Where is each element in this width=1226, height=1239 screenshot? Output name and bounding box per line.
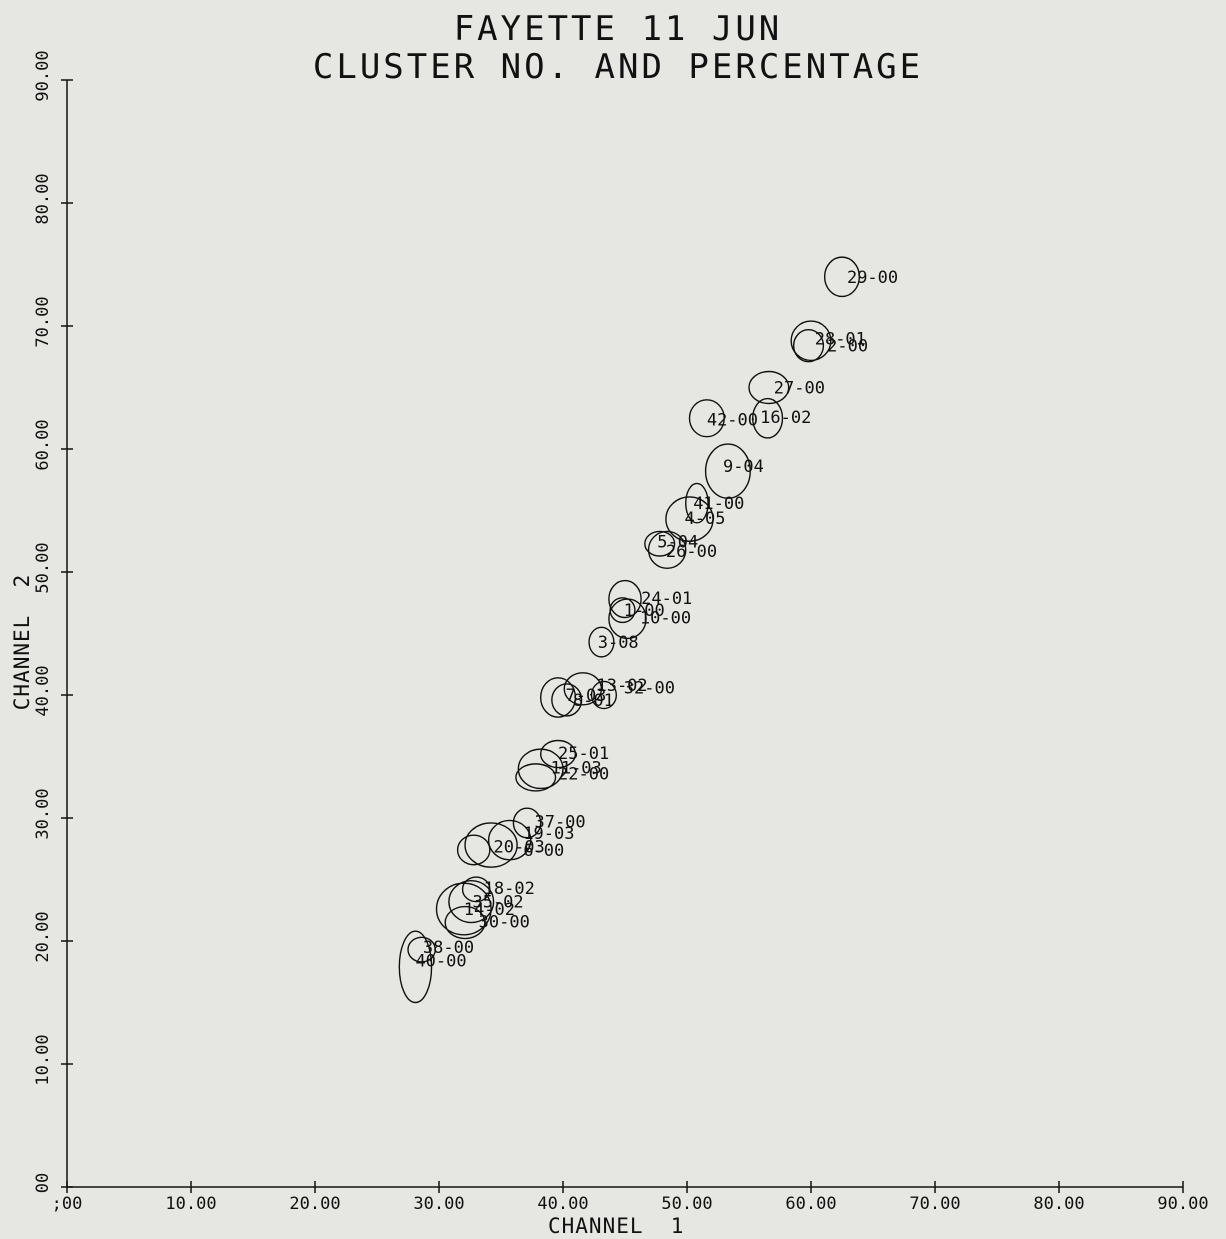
y-tick-label: 40.00	[33, 665, 53, 716]
cluster-ellipse-40-00	[398, 930, 433, 1004]
cluster-ellipse-26-00	[647, 530, 687, 570]
chart-subtitle: CLUSTER NO. AND PERCENTAGE	[312, 47, 924, 87]
cluster-label: 10-00	[640, 609, 691, 629]
cluster-ellipse-10-00	[608, 598, 647, 640]
cluster-label: 22-00	[558, 765, 609, 785]
cluster-ellipse-8-01	[551, 683, 583, 717]
cluster-label: 25-01	[558, 744, 609, 764]
cluster-ellipse-38-00	[407, 936, 436, 963]
y-tick-label: 30.00	[33, 788, 53, 839]
cluster-label: 24-01	[641, 589, 692, 609]
cluster-ellipse-3-08	[588, 626, 615, 658]
cluster-label: 30-00	[479, 912, 530, 932]
cluster-label: 2-00	[827, 337, 868, 357]
cluster-label: 40-00	[415, 952, 466, 972]
cluster-label: 13-02	[596, 676, 647, 696]
cluster-label: 1-00	[624, 601, 665, 621]
cluster-label: 42-00	[707, 410, 758, 430]
cluster-ellipse-9-04	[704, 443, 751, 499]
cluster-ellipse-42-00	[688, 399, 725, 438]
y-tick-label: 20.00	[33, 911, 53, 962]
cluster-label: 18-02	[484, 879, 535, 899]
cluster-ellipse-32-00	[590, 680, 618, 710]
cluster-ellipse-35-02	[448, 880, 495, 924]
cluster-ellipse-22-00	[515, 763, 557, 792]
y-axis-label: CHANNEL 2	[10, 573, 34, 711]
cluster-label: 19-03	[523, 824, 574, 844]
cluster-label: 11-03	[551, 759, 602, 779]
cluster-ellipses	[398, 256, 861, 1004]
y-tick-label: 80.00	[33, 173, 53, 224]
y-tick-label: 70.00	[33, 296, 53, 347]
y-tick-label: 10.00	[33, 1034, 53, 1085]
cluster-label: 41-00	[693, 494, 744, 514]
cluster-label: 9-04	[723, 457, 764, 477]
cluster-label: 38-00	[423, 938, 474, 958]
x-tick-label: 60.00	[785, 1194, 836, 1214]
x-tick-label: 70.00	[909, 1194, 960, 1214]
cluster-ellipse-5-04	[644, 530, 676, 557]
x-tick-label: 90.00	[1157, 1194, 1208, 1214]
cluster-ellipse-2-00	[792, 328, 825, 363]
cluster-ellipse-41-00	[685, 482, 709, 524]
cluster-ellipse-20-03	[464, 822, 518, 868]
axes: ;00 10.00 20.00 30.00 40.00 50.00 60.00 70.00 80…	[33, 50, 1209, 1214]
cluster-label: 8-01	[573, 691, 614, 711]
cluster-label: 5-04	[657, 532, 698, 552]
x-tick-label: ;00	[52, 1194, 83, 1214]
cluster-label: 29-00	[847, 268, 898, 288]
x-tick-label: 50.00	[661, 1194, 712, 1214]
x-tick-label: 20.00	[289, 1194, 340, 1214]
cluster-ellipse-37-00	[512, 807, 542, 839]
cluster-label: 35-02	[472, 893, 523, 913]
cluster-ellipse-11-03	[517, 748, 564, 790]
cluster-ellipse-30-00	[444, 905, 486, 940]
cluster-label: 20-03	[494, 837, 545, 857]
x-tick-label: 10.00	[165, 1194, 216, 1214]
cluster-labels: 29-00 28-012-00 27-00 42-00 16-02 9-04 41-004-…	[415, 268, 898, 972]
cluster-label: 26-00	[666, 542, 717, 562]
cluster-ellipse-6-00	[456, 834, 491, 866]
y-tick-label: 00	[33, 1173, 53, 1193]
y-tick-label: 90.00	[33, 50, 53, 101]
cluster-label: 4-05	[685, 509, 726, 529]
cluster-ellipse-7-03	[539, 677, 577, 718]
cluster-ellipse-25-01	[539, 739, 577, 769]
cluster-label: 7-03	[565, 686, 606, 706]
cluster-ellipse-13-02	[563, 672, 603, 706]
x-tick-label: 40.00	[537, 1194, 588, 1214]
cluster-label: 3-08	[598, 633, 639, 653]
chart-title: FAYETTE 11 JUN	[453, 9, 783, 49]
cluster-ellipse-24-01	[608, 579, 642, 619]
cluster-ellipse-16-02	[752, 397, 784, 439]
cluster-label: 32-00	[624, 679, 675, 699]
cluster-ellipse-14-02	[435, 882, 492, 936]
x-tick-label: 80.00	[1033, 1194, 1084, 1214]
y-tick-label: 60.00	[33, 419, 53, 470]
cluster-label: 16-02	[760, 408, 811, 428]
cluster-label: 14-02	[464, 900, 515, 920]
y-tick-label: 50.00	[33, 542, 53, 593]
cluster-ellipse-4-05	[665, 496, 714, 542]
cluster-label: 27-00	[774, 379, 825, 399]
cluster-ellipse-27-00	[748, 370, 790, 405]
cluster-label: 6-00	[523, 841, 564, 861]
x-axis-label: CHANNEL 1	[548, 1214, 685, 1238]
cluster-ellipse-28-01	[790, 320, 832, 362]
x-tick-label: 30.00	[413, 1194, 464, 1214]
cluster-ellipse-29-00	[823, 256, 861, 298]
cluster-label: 37-00	[534, 813, 585, 833]
cluster-label: 28-01	[815, 329, 866, 349]
